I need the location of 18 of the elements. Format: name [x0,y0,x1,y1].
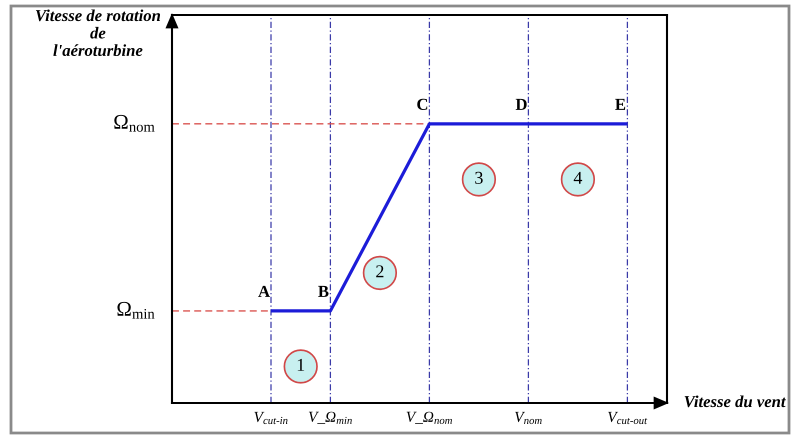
annotation: C [417,98,428,110]
annotation: 4 [574,172,582,184]
x-tick-label: V_Ω$_{nom}$ [406,412,452,424]
annotation: D [516,98,527,110]
x-tick-label: V_Ω$_{min}$ [308,412,352,424]
annotation: 1 [298,358,304,371]
annotation: 3 [475,172,483,184]
x-tick-label: V$_{cut‐out}$ [608,412,648,424]
y-axis-title: Vitesse de rotation de l'aéroturbine [36,9,160,56]
annotation: 2 [376,265,384,278]
annotation: B [318,286,329,297]
x-tick-label: V$_{nom}$ [515,412,542,424]
annotation: E [615,98,626,110]
annotation: A [258,286,270,297]
ref-line-label: Ω$_{min}$ [117,302,154,319]
x-tick-label: V$_{cut‐in}$ [254,412,288,424]
ref-line-label: Ω$_{nom}$ [114,114,155,132]
x-axis-title: Vitesse du vent [684,395,786,408]
